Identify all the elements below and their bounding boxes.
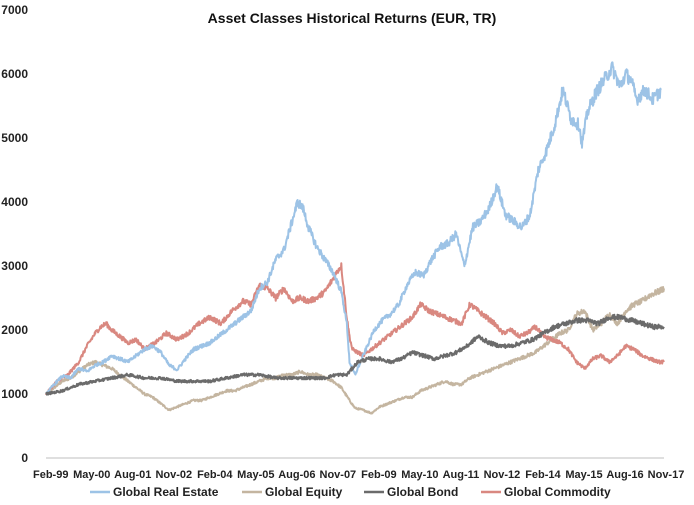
x-tick-label: Feb-04 xyxy=(197,469,233,481)
y-tick-label: 0 xyxy=(21,451,28,465)
x-tick-label: Feb-99 xyxy=(33,469,68,481)
x-axis: Feb-99 May-00 Aug-01 Nov-02 Feb-04 May-05 Aug-… xyxy=(33,457,685,481)
y-tick-label: 5000 xyxy=(1,131,28,145)
x-tick-label: Feb-09 xyxy=(361,469,396,481)
x-tick-label: May-05 xyxy=(237,469,274,481)
y-tick-label: 4000 xyxy=(1,195,28,209)
y-axis: 0 1000 2000 3000 4000 5000 6000 7000 xyxy=(1,3,28,465)
series-line-global-real-estate xyxy=(45,61,662,395)
x-tick-label: May-15 xyxy=(565,469,602,481)
y-tick-label: 7000 xyxy=(1,3,28,17)
x-tick-label: Nov-17 xyxy=(648,469,685,481)
x-tick-label: Aug-01 xyxy=(114,469,151,481)
x-tick-label: Nov-12 xyxy=(484,469,521,481)
chart-title: Asset Classes Historical Returns (EUR, T… xyxy=(208,10,497,26)
x-tick-label: May-10 xyxy=(401,469,438,481)
x-tick-label: Aug-16 xyxy=(606,469,643,481)
legend: Global Real Estate Global Equity Global Bo… xyxy=(90,485,611,499)
x-tick-label: Nov-02 xyxy=(155,469,192,481)
legend-label: Global Bond xyxy=(387,485,458,499)
x-tick-label: Feb-14 xyxy=(525,469,561,481)
x-tick-label: May-00 xyxy=(73,469,110,481)
legend-label: Global Real Estate xyxy=(113,485,219,499)
series-line-global-bond xyxy=(45,313,665,396)
y-tick-label: 2000 xyxy=(1,323,28,337)
y-tick-label: 6000 xyxy=(1,67,28,81)
y-tick-label: 3000 xyxy=(1,259,28,273)
series-line-global-equity xyxy=(45,286,665,415)
x-tick-label: Aug-06 xyxy=(278,469,315,481)
x-tick-label: Nov-07 xyxy=(320,469,357,481)
x-tick-label: Aug-11 xyxy=(443,469,480,481)
y-tick-label: 1000 xyxy=(1,387,28,401)
legend-label: Global Commodity xyxy=(504,485,611,499)
legend-label: Global Equity xyxy=(265,485,343,499)
series-group xyxy=(45,61,665,415)
